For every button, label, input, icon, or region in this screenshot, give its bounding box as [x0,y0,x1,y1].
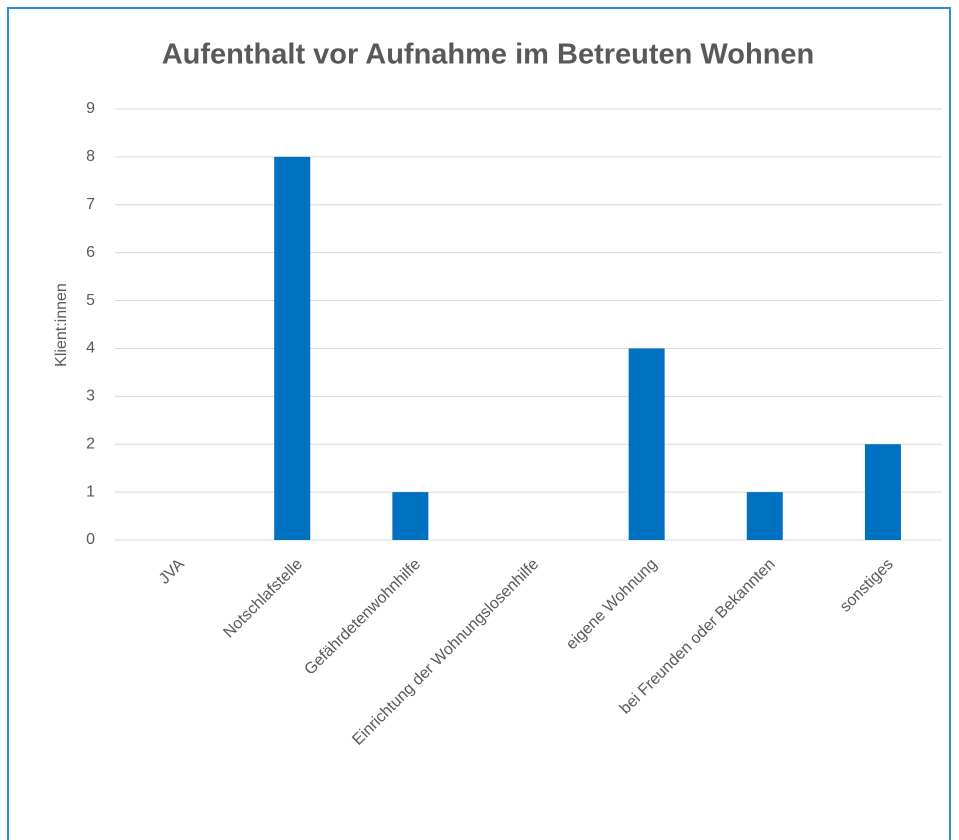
bar [392,492,429,540]
chart-border [7,7,951,840]
bar [274,156,311,540]
y-tick-label: 7 [86,196,95,213]
bar [864,444,901,540]
y-tick-label: 1 [86,483,95,500]
y-tick-label: 2 [86,435,95,452]
y-tick-label: 3 [86,388,95,405]
chart-title: Aufenthalt vor Aufnahme im Betreuten Woh… [162,39,815,71]
y-tick-label: 6 [86,244,95,261]
y-axis-label: Klient:innen [53,283,70,367]
bar [746,492,783,540]
y-tick-label: 8 [86,148,95,165]
bar [628,348,665,540]
y-tick-label: 4 [86,340,95,357]
y-tick-label: 9 [86,100,95,117]
y-tick-label: 5 [86,292,95,309]
y-tick-label: 0 [86,531,95,548]
